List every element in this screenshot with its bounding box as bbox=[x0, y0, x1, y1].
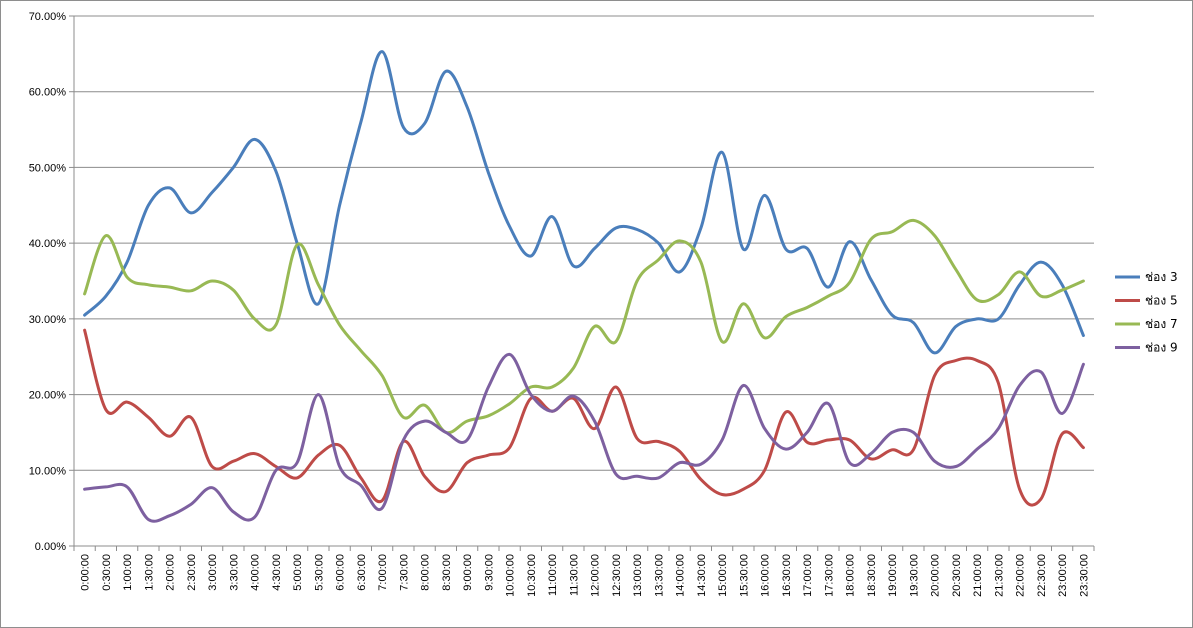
x-tick-label: 11:00:00 bbox=[547, 554, 559, 596]
x-tick-label: 20:00:00 bbox=[930, 554, 942, 597]
x-tick-label: 7:00:00 bbox=[377, 554, 389, 591]
x-tick-label: 4:30:00 bbox=[271, 554, 283, 591]
x-tick-label: 14:00:00 bbox=[675, 554, 687, 597]
x-tick-label: 22:30:00 bbox=[1036, 554, 1048, 597]
legend-label: ช่อง 9 bbox=[1145, 341, 1178, 355]
x-tick-label: 5:30:00 bbox=[313, 554, 325, 591]
series-line-4 bbox=[83, 352, 1085, 523]
gridlines bbox=[74, 15, 1094, 471]
x-tick-label: 14:30:00 bbox=[696, 554, 708, 597]
x-tick-label: 10:00:00 bbox=[505, 554, 517, 597]
x-tick-label: 15:00:00 bbox=[717, 554, 729, 597]
x-tick-label: 6:00:00 bbox=[335, 554, 347, 591]
x-tick-label: 3:30:00 bbox=[228, 554, 240, 591]
x-tick-label: 2:00:00 bbox=[165, 554, 177, 591]
x-tick-label: 5:00:00 bbox=[292, 554, 304, 591]
x-tick-label: 1:30:00 bbox=[143, 554, 155, 591]
series-line-1 bbox=[83, 50, 1085, 355]
x-tick-label: 7:30:00 bbox=[398, 554, 410, 591]
series-lines bbox=[83, 50, 1085, 523]
legend-label: ช่อง 7 bbox=[1145, 317, 1178, 331]
y-tick-label: 40.00% bbox=[29, 238, 67, 250]
x-tick-label: 13:00:00 bbox=[632, 554, 644, 597]
x-tick-label: 22:00:00 bbox=[1015, 554, 1027, 597]
x-tick-label: 19:00:00 bbox=[887, 554, 899, 597]
y-tick-label: 70.00% bbox=[29, 11, 67, 23]
x-tick-label: 17:30:00 bbox=[823, 554, 835, 597]
x-tick-label: 19:30:00 bbox=[908, 554, 920, 597]
x-tick-label: 23:30:00 bbox=[1078, 554, 1090, 597]
legend-label: ช่อง 3 bbox=[1145, 270, 1178, 284]
y-tick-label: 60.00% bbox=[29, 87, 67, 99]
y-tick-label: 0.00% bbox=[35, 541, 66, 553]
series-line-3 bbox=[83, 218, 1085, 435]
x-tick-label: 0:30:00 bbox=[101, 554, 113, 591]
x-tick-label: 0:00:00 bbox=[80, 554, 92, 591]
x-tick-label: 4:00:00 bbox=[250, 554, 262, 591]
x-tick-label: 23:00:00 bbox=[1057, 554, 1069, 597]
x-tick-label: 12:00:00 bbox=[590, 554, 602, 597]
axes: 0.00% 10.00% 20.00% 30.00% 40.00% 50.00% 60.00… bbox=[29, 11, 1095, 597]
x-tick-label: 9:30:00 bbox=[483, 554, 495, 591]
x-tick-label: 12:30:00 bbox=[611, 554, 623, 597]
x-tick-label: 18:30:00 bbox=[866, 554, 878, 597]
x-tick-label: 15:30:00 bbox=[738, 554, 750, 597]
x-tick-label: 18:00:00 bbox=[845, 554, 857, 597]
x-tick-label: 3:00:00 bbox=[207, 554, 219, 591]
y-tick-label: 30.00% bbox=[29, 314, 67, 326]
x-tick-label: 11:30:00 bbox=[568, 554, 580, 596]
x-tick-label: 8:00:00 bbox=[420, 554, 432, 591]
legend-label: ช่อง 5 bbox=[1145, 294, 1178, 308]
x-tick-label: 9:00:00 bbox=[462, 554, 474, 591]
x-tick-label: 21:00:00 bbox=[972, 554, 984, 597]
x-tick-label: 6:30:00 bbox=[356, 554, 368, 591]
x-tick-label: 16:00:00 bbox=[760, 554, 772, 597]
x-tick-label: 20:30:00 bbox=[951, 554, 963, 597]
x-tick-label: 10:30:00 bbox=[526, 554, 538, 597]
series-line-2 bbox=[83, 328, 1085, 507]
y-tick-label: 50.00% bbox=[29, 162, 67, 174]
y-tick-label: 20.00% bbox=[29, 390, 67, 402]
y-tick-label: 10.00% bbox=[29, 465, 67, 477]
x-tick-label: 13:30:00 bbox=[653, 554, 665, 597]
x-tick-label: 8:30:00 bbox=[441, 554, 453, 591]
x-tick-label: 21:30:00 bbox=[993, 554, 1005, 597]
x-tick-label: 17:00:00 bbox=[802, 554, 814, 597]
x-tick-label: 2:30:00 bbox=[186, 554, 198, 591]
x-tick-label: 16:30:00 bbox=[781, 554, 793, 597]
legend: ช่อง 3 ช่อง 5 ช่อง 7 ช่อง 9 bbox=[1115, 270, 1178, 355]
x-tick-label: 1:00:00 bbox=[122, 554, 134, 591]
